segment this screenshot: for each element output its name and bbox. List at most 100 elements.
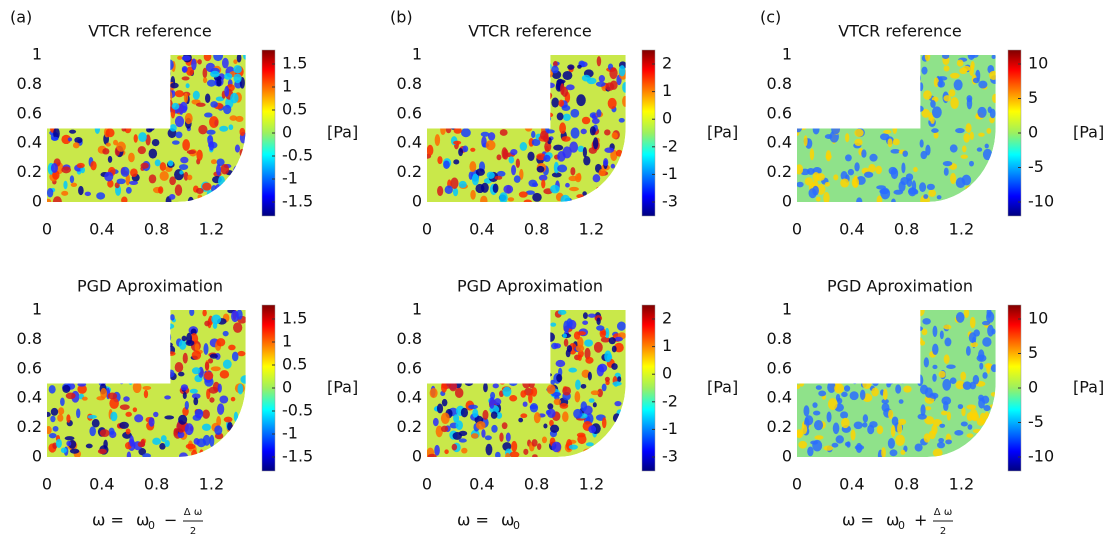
field-blob: [919, 182, 927, 193]
field-blob: [481, 429, 486, 438]
field-blob: [219, 395, 229, 404]
field-blob: [206, 79, 216, 87]
field-blob: [968, 160, 974, 167]
field-blob: [510, 100, 520, 111]
field-blob: [597, 388, 603, 398]
field-blob: [66, 414, 71, 423]
caption-numerator: Δ ω: [934, 507, 952, 518]
field-blob: [444, 347, 451, 354]
field-blob: [480, 182, 489, 193]
field-blob: [569, 186, 579, 192]
field-blob: [67, 137, 73, 142]
field-blob: [515, 119, 523, 128]
y-tick-label: 0: [412, 192, 422, 211]
field-blob: [867, 63, 874, 69]
field-blob: [538, 174, 548, 181]
field-blob: [895, 384, 902, 394]
field-blob: [233, 73, 242, 84]
field-blob: [453, 159, 460, 165]
field-blob: [556, 112, 564, 121]
field-blob: [987, 181, 995, 191]
field-blob: [102, 377, 112, 383]
field-blob: [108, 427, 115, 435]
field-blob: [800, 90, 807, 95]
field-blob: [943, 324, 952, 330]
field-blob: [585, 356, 594, 364]
field-blob: [809, 75, 816, 86]
field-blob: [102, 55, 107, 59]
field-blob: [161, 119, 169, 128]
field-blob: [815, 173, 825, 181]
field-blob: [60, 372, 66, 377]
field-blob: [93, 337, 100, 344]
colorbar-tick-label: 1: [662, 81, 672, 100]
field-blob: [239, 127, 246, 137]
field-blob: [47, 63, 50, 70]
field-blob: [201, 423, 212, 431]
field-blob: [541, 115, 552, 123]
field-blob: [180, 156, 189, 164]
field-blob: [888, 409, 894, 420]
field-blob: [471, 327, 480, 335]
field-blob: [64, 436, 75, 441]
field-blob: [481, 335, 488, 343]
field-blob: [983, 404, 991, 412]
field-blob: [553, 161, 559, 174]
field-blob: [223, 416, 233, 423]
field-blob: [549, 424, 560, 433]
field-blob: [814, 318, 820, 330]
field-blob: [847, 63, 855, 69]
field-blob: [921, 66, 928, 75]
caption-omega: ω: [136, 511, 149, 530]
field-blob: [967, 55, 976, 60]
panel-label: (c): [760, 8, 781, 27]
field-blob: [528, 336, 534, 347]
field-blob: [852, 60, 859, 69]
field-blob: [109, 397, 119, 409]
field-blob: [835, 393, 841, 402]
field-blob: [55, 316, 65, 329]
field-blob: [918, 82, 924, 92]
field-blob: [66, 75, 72, 87]
field-blob: [526, 319, 532, 326]
field-blob: [903, 55, 912, 63]
field-blob: [852, 314, 862, 326]
field-blob: [224, 85, 230, 97]
field-blob: [563, 338, 569, 347]
field-blob: [851, 177, 860, 188]
field-blob: [589, 126, 596, 136]
field-blob: [523, 448, 529, 455]
caption-omega: ω: [886, 511, 899, 530]
field-blob: [815, 385, 822, 390]
field-blob: [818, 390, 827, 397]
field-blob: [559, 403, 569, 409]
field-blob: [522, 340, 529, 346]
field-blob: [192, 90, 200, 100]
field-blob: [535, 376, 542, 384]
field-blob: [102, 148, 110, 155]
field-blob: [498, 377, 506, 385]
field-blob: [427, 87, 432, 100]
field-blob: [437, 185, 444, 197]
field-blob: [51, 100, 57, 109]
field-blob: [77, 382, 87, 387]
field-blob: [243, 55, 246, 60]
field-blob: [458, 372, 469, 380]
field-blob: [53, 127, 60, 140]
field-blob: [194, 409, 203, 416]
field-blob: [227, 446, 236, 455]
field-blob: [436, 403, 444, 414]
field-blob: [473, 65, 478, 71]
field-blob: [162, 331, 172, 344]
field-blob: [547, 408, 556, 419]
field-blob: [495, 116, 504, 121]
field-blob: [503, 184, 514, 194]
field-blob: [95, 348, 102, 360]
field-blob: [832, 100, 837, 110]
field-blob: [915, 103, 920, 113]
field-blob: [513, 90, 522, 95]
field-blob: [799, 87, 809, 94]
field-blob: [939, 330, 944, 340]
field-blob: [70, 361, 80, 373]
field-blob: [978, 349, 985, 361]
